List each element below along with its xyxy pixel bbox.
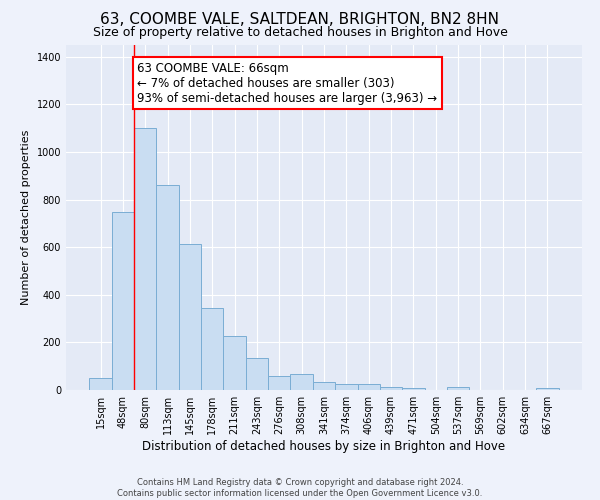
Y-axis label: Number of detached properties: Number of detached properties xyxy=(21,130,31,305)
Bar xyxy=(157,186,179,390)
Text: Contains HM Land Registry data © Crown copyright and database right 2024.
Contai: Contains HM Land Registry data © Crown c… xyxy=(118,478,482,498)
Bar xyxy=(358,384,380,390)
Bar xyxy=(313,382,335,390)
X-axis label: Distribution of detached houses by size in Brighton and Hove: Distribution of detached houses by size … xyxy=(142,440,506,453)
Bar xyxy=(179,244,201,390)
Bar xyxy=(134,128,157,390)
Bar xyxy=(447,387,469,390)
Bar xyxy=(268,376,290,390)
Bar xyxy=(89,378,112,390)
Bar xyxy=(380,386,402,390)
Bar xyxy=(402,388,425,390)
Bar xyxy=(112,212,134,390)
Bar xyxy=(536,388,559,390)
Bar xyxy=(246,358,268,390)
Bar xyxy=(335,384,358,390)
Bar xyxy=(201,308,223,390)
Text: 63, COOMBE VALE, SALTDEAN, BRIGHTON, BN2 8HN: 63, COOMBE VALE, SALTDEAN, BRIGHTON, BN2… xyxy=(101,12,499,28)
Text: Size of property relative to detached houses in Brighton and Hove: Size of property relative to detached ho… xyxy=(92,26,508,39)
Bar xyxy=(223,336,246,390)
Bar xyxy=(290,374,313,390)
Text: 63 COOMBE VALE: 66sqm
← 7% of detached houses are smaller (303)
93% of semi-deta: 63 COOMBE VALE: 66sqm ← 7% of detached h… xyxy=(137,62,437,104)
